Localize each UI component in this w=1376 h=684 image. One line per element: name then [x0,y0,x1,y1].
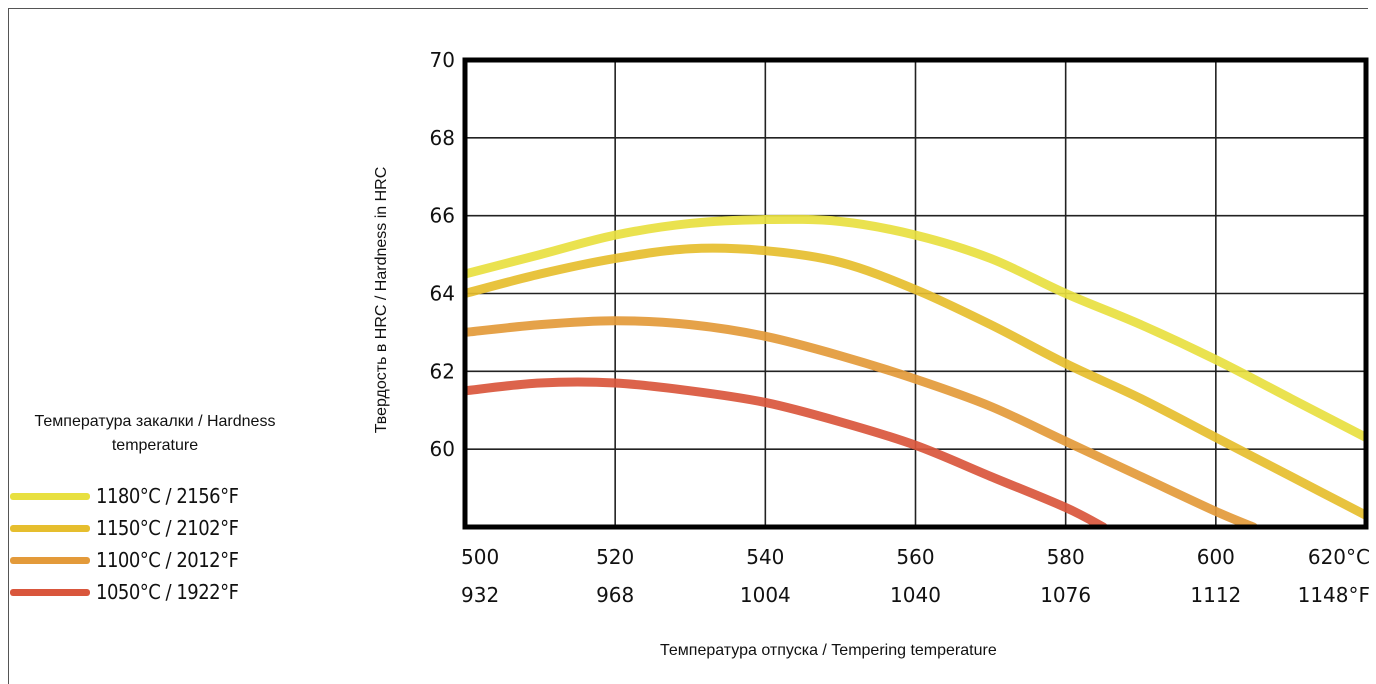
legend-title: Температура закалки / Hardness temperatu… [34,413,276,454]
legend-label: 1150°C / 2102°F [96,516,239,540]
x-tick-label-fahrenheit: 1112 [1190,583,1241,607]
series-line [465,316,1258,527]
y-tick-label: 60 [430,437,455,461]
x-axis-label: Температура отпуска / Tempering temperat… [660,642,997,659]
x-tick-label-fahrenheit: 1076 [1040,583,1091,607]
x-tick-label-fahrenheit: 1004 [740,583,791,607]
legend-swatch [10,588,90,596]
x-tick-label-celsius: 580 [1047,545,1085,569]
x-tick-label-celsius: 500 [461,545,499,569]
y-tick-label: 66 [430,204,455,228]
plot-frame [462,57,1369,530]
x-tick-label-celsius: 560 [896,545,934,569]
legend-swatch [10,492,90,500]
y-tick-label: 70 [430,48,455,72]
legend-item: 1180°C / 2156°F [10,480,300,512]
series-line [465,377,1108,527]
legend-item: 1100°C / 2012°F [10,544,300,576]
legend-item: 1150°C / 2102°F [10,512,300,544]
legend-label: 1100°C / 2012°F [96,548,239,572]
y-tick-label: 62 [430,359,455,383]
legend-swatch [10,524,90,532]
x-tick-label-fahrenheit: 1040 [890,583,941,607]
legend-swatch [10,556,90,564]
series-line [465,214,1366,442]
x-tick-label-celsius: 600 [1197,545,1235,569]
y-tick-label: 68 [430,126,455,150]
legend-label: 1050°C / 1922°F [96,580,239,604]
x-tick-label-fahrenheit: 1148°F [1298,583,1370,607]
legend: Температура закалки / Hardness temperatu… [10,410,300,608]
frame-top-line [8,8,1368,9]
x-tick-label-celsius: 540 [746,545,784,569]
legend-label: 1180°C / 2156°F [96,484,239,508]
y-axis-label: Твердость в HRC / Hardness in HRC [373,166,390,434]
x-tick-label-fahrenheit: 968 [596,583,634,607]
x-tick-label-fahrenheit: 932 [461,583,499,607]
x-tick-label-celsius: 620°C [1308,545,1370,569]
series-line [465,243,1366,520]
legend-item: 1050°C / 1922°F [10,576,300,608]
x-tick-label-celsius: 520 [596,545,634,569]
frame-left-line [8,8,9,684]
y-tick-label: 64 [430,282,455,306]
